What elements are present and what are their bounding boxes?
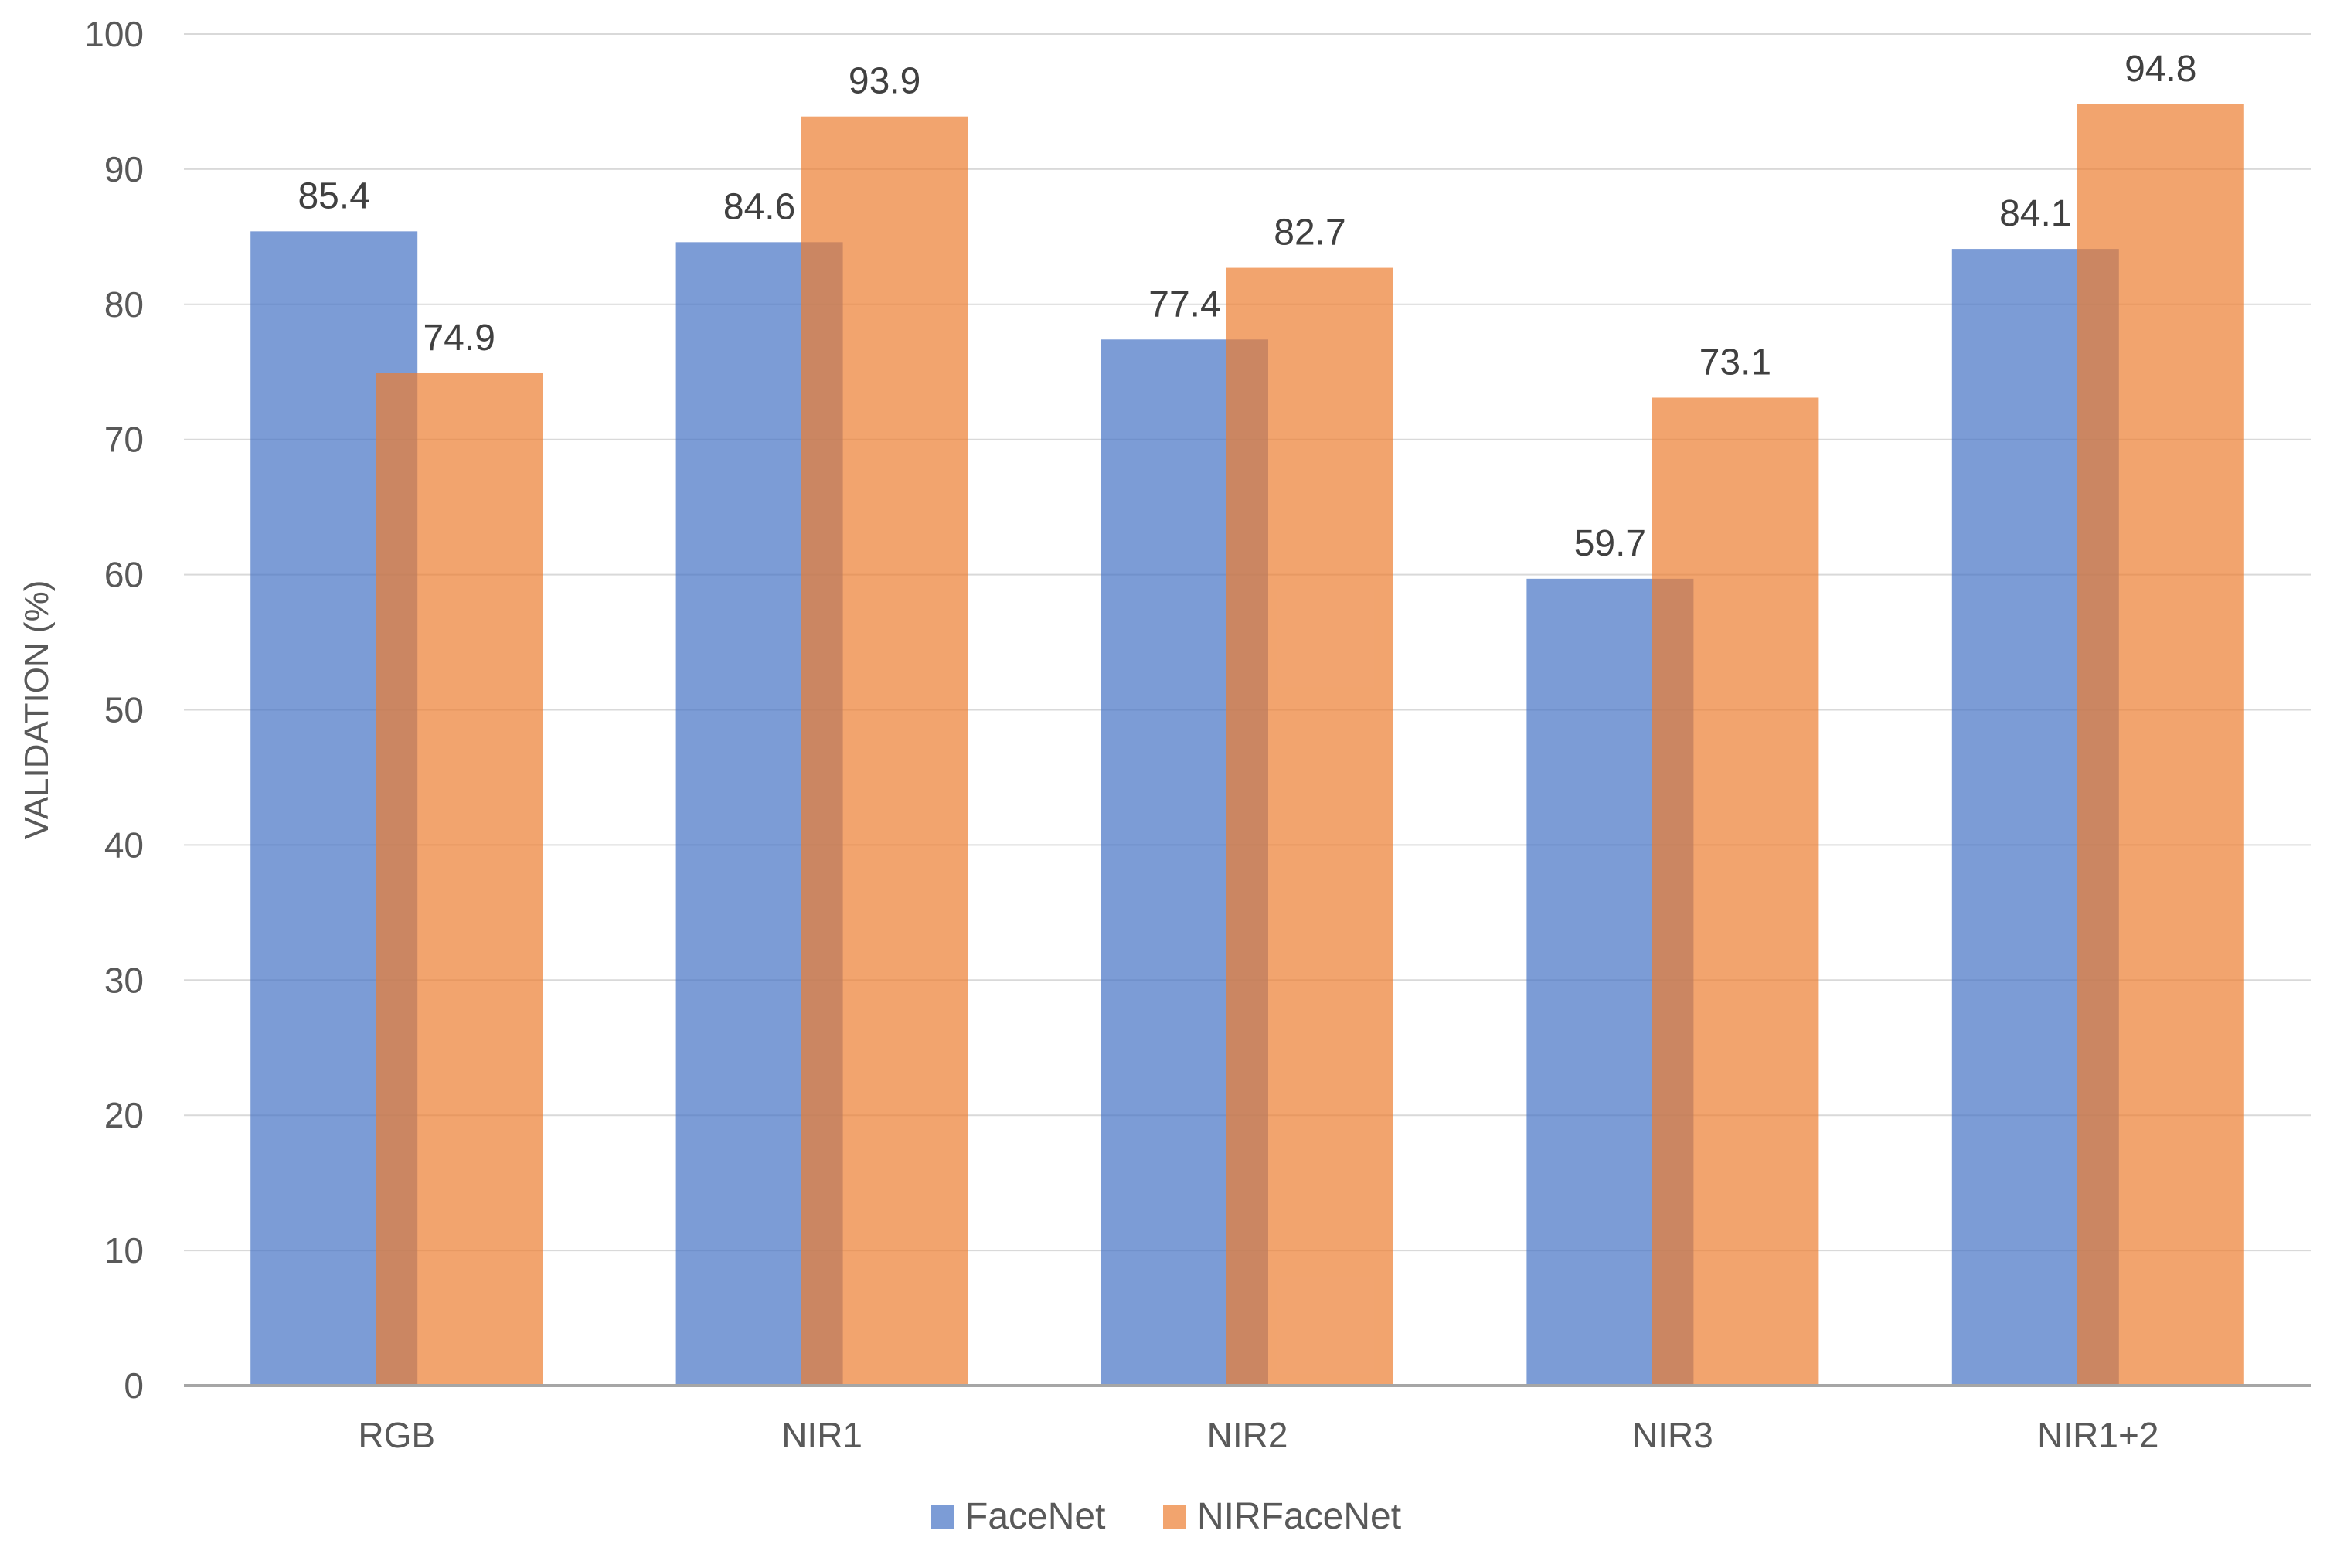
data-label-facenet-nir1+2: 84.1	[1999, 193, 2071, 234]
x-axis-category-labels: RGB NIR1 NIR2 NIR3 NIR1+2	[358, 1415, 2158, 1455]
y-tick-label: 90	[104, 149, 144, 189]
x-category-label: NIR3	[1632, 1415, 1713, 1455]
legend-swatch-facenet	[931, 1505, 954, 1529]
y-tick-label: 50	[104, 690, 144, 730]
data-label-facenet-rgb: 85.4	[298, 175, 369, 216]
bar-nirfacenet-rgb	[376, 372, 543, 1386]
bar-nirfacenet-nir1	[801, 116, 968, 1386]
y-tick-label: 0	[124, 1366, 144, 1406]
bars	[250, 104, 2244, 1386]
data-label-facenet-nir2: 77.4	[1148, 284, 1220, 325]
x-category-label: NIR1+2	[2037, 1415, 2158, 1455]
bar-nirfacenet-nir1+2	[2077, 104, 2244, 1386]
data-label-facenet-nir3: 59.7	[1574, 523, 1646, 564]
legend: FaceNet NIRFaceNet	[931, 1496, 1401, 1537]
x-category-label: NIR2	[1207, 1415, 1288, 1455]
data-labels: 85.4 74.9 84.6 93.9 77.4 82.7 59.7 73.1 84.1 94.8	[298, 49, 2196, 564]
y-tick-label: 60	[104, 555, 144, 595]
data-label-nirfacenet-nir2: 82.7	[1274, 213, 1345, 253]
x-category-label: NIR1	[781, 1415, 862, 1455]
y-axis-title: VALIDATION (%)	[18, 580, 56, 840]
data-label-nirfacenet-nir1: 93.9	[849, 61, 920, 102]
data-label-nirfacenet-nir3: 73.1	[1699, 342, 1771, 383]
legend-label-nirfacenet: NIRFaceNet	[1197, 1496, 1401, 1537]
y-tick-label: 30	[104, 960, 144, 1000]
data-label-nirfacenet-rgb: 74.9	[423, 318, 495, 359]
y-tick-label: 80	[104, 284, 144, 325]
y-tick-label: 10	[104, 1230, 144, 1270]
legend-swatch-nirfacenet	[1163, 1505, 1186, 1529]
x-category-label: RGB	[358, 1415, 435, 1455]
y-tick-label: 70	[104, 420, 144, 460]
bar-nirfacenet-nir3	[1652, 397, 1819, 1386]
y-tick-label: 100	[84, 14, 144, 54]
y-tick-label: 20	[104, 1095, 144, 1135]
y-axis-tick-labels: 0 10 20 30 40 50 60 70 80 90 100	[84, 14, 144, 1406]
data-label-nirfacenet-nir1+2: 94.8	[2124, 49, 2196, 90]
y-tick-label: 40	[104, 825, 144, 865]
bar-nirfacenet-nir2	[1226, 267, 1393, 1386]
data-label-facenet-nir1: 84.6	[723, 186, 795, 227]
legend-label-facenet: FaceNet	[965, 1496, 1105, 1537]
